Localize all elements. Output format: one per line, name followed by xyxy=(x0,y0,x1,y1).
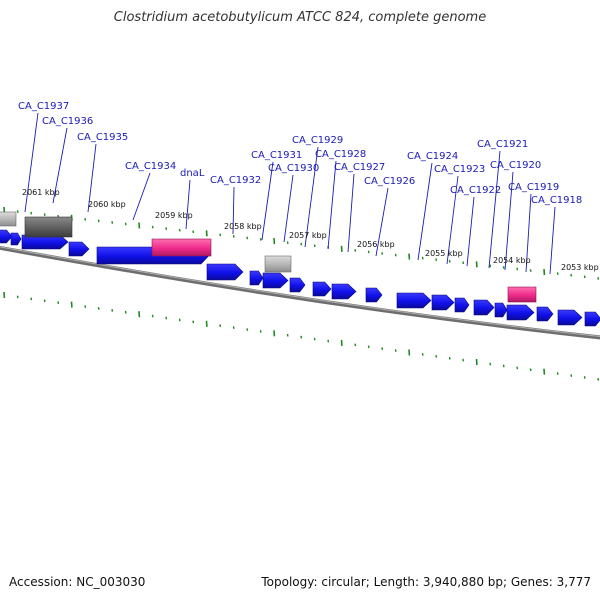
lower-scale-ruler xyxy=(3,291,600,381)
kbp-label-2056: 2056 kbp xyxy=(357,240,395,249)
gene-label-ca-c1928[interactable]: CA_C1928 xyxy=(315,149,366,160)
label-leader-lines xyxy=(24,112,556,275)
gene-arrow[interactable] xyxy=(289,277,306,293)
gene-label-ca-c1937[interactable]: CA_C1937 xyxy=(18,101,69,112)
gene-label-ca-c1924[interactable]: CA_C1924 xyxy=(407,151,458,162)
pseudogene-feature[interactable] xyxy=(264,255,292,273)
label-leader-line xyxy=(417,162,433,261)
gene-label-ca-c1932[interactable]: CA_C1932 xyxy=(210,175,261,186)
gene-label-ca-c1929[interactable]: CA_C1929 xyxy=(292,135,343,146)
gene-label-ca-c1935[interactable]: CA_C1935 xyxy=(77,132,128,143)
kbp-label-2054: 2054 kbp xyxy=(493,256,531,265)
label-leader-line xyxy=(87,143,97,213)
label-leader-line xyxy=(446,175,459,265)
gene-arrow[interactable] xyxy=(262,272,289,289)
genome-backbone-highlight xyxy=(0,246,600,337)
rna-feature[interactable] xyxy=(507,286,537,303)
gene-arrow[interactable] xyxy=(473,299,495,316)
gene-label-dnal[interactable]: dnaL xyxy=(180,168,205,179)
gene-arrow[interactable] xyxy=(396,292,432,309)
gene-arrow[interactable] xyxy=(431,294,455,311)
upper-scale-ruler xyxy=(3,206,600,280)
label-leader-line xyxy=(232,186,235,235)
gene-label-ca-c1930[interactable]: CA_C1930 xyxy=(268,163,319,174)
label-leader-line xyxy=(52,127,68,204)
label-leader-line xyxy=(132,172,151,221)
gene-arrow[interactable] xyxy=(584,311,600,327)
kbp-label-2057: 2057 kbp xyxy=(289,231,327,240)
gene-arrow[interactable] xyxy=(536,306,554,322)
accession-text: Accession: NC_003030 xyxy=(9,575,146,589)
label-leader-line xyxy=(261,161,274,241)
gene-label-ca-c1918[interactable]: CA_C1918 xyxy=(531,195,582,206)
kbp-label-2059: 2059 kbp xyxy=(155,211,193,220)
map-title: Clostridium acetobutylicum ATCC 824, com… xyxy=(113,10,487,25)
gene-arrow[interactable] xyxy=(494,302,508,318)
kbp-label-2055: 2055 kbp xyxy=(425,249,463,258)
gene-arrow[interactable] xyxy=(0,229,13,244)
gene-label-ca-c1936[interactable]: CA_C1936 xyxy=(42,116,93,127)
gene-arrow[interactable] xyxy=(331,283,357,300)
gene-label-ca-c1920[interactable]: CA_C1920 xyxy=(490,160,541,171)
label-leader-line xyxy=(304,146,319,248)
gene-label-ca-c1922[interactable]: CA_C1922 xyxy=(450,185,501,196)
label-leader-line xyxy=(525,193,532,273)
label-leader-line xyxy=(327,160,337,250)
gene-label-ca-c1921[interactable]: CA_C1921 xyxy=(477,139,528,150)
label-leader-line xyxy=(24,112,39,213)
gene-label-ca-c1919[interactable]: CA_C1919 xyxy=(508,182,559,193)
pseudogene-feature[interactable] xyxy=(0,211,17,227)
gene-arrow[interactable] xyxy=(312,281,332,297)
gene-label-ca-c1923[interactable]: CA_C1923 xyxy=(434,164,485,175)
gene-arrow[interactable] xyxy=(206,263,244,281)
gene-arrow[interactable] xyxy=(506,304,535,321)
gene-arrow[interactable] xyxy=(365,287,383,303)
gene-label-ca-c1934[interactable]: CA_C1934 xyxy=(125,161,176,172)
gene-label-ca-c1926[interactable]: CA_C1926 xyxy=(364,176,415,187)
rna-feature-dnal[interactable] xyxy=(151,238,212,257)
label-leader-line xyxy=(283,174,294,243)
gene-arrow[interactable] xyxy=(10,232,22,246)
gene-arrow[interactable] xyxy=(68,241,90,257)
label-leader-line xyxy=(504,171,514,271)
label-leader-line xyxy=(466,196,475,267)
label-leader-line xyxy=(347,173,355,253)
label-leader-line xyxy=(185,179,191,230)
gene-label-ca-c1931[interactable]: CA_C1931 xyxy=(251,150,302,161)
pseudogene-feature[interactable] xyxy=(24,216,73,238)
kbp-label-2060: 2060 kbp xyxy=(88,200,126,209)
gene-arrow[interactable] xyxy=(557,309,583,326)
label-leader-line xyxy=(488,150,501,269)
genome-summary-text: Topology: circular; Length: 3,940,880 bp… xyxy=(261,575,591,589)
gene-label-ca-c1927[interactable]: CA_C1927 xyxy=(334,162,385,173)
gene-arrow[interactable] xyxy=(249,270,264,286)
genome-backbone xyxy=(0,245,600,340)
kbp-label-2058: 2058 kbp xyxy=(224,222,262,231)
feature-track xyxy=(0,211,600,327)
kbp-label-2061: 2061 kbp xyxy=(22,188,60,197)
kbp-label-2053: 2053 kbp xyxy=(561,263,599,272)
label-leader-line xyxy=(549,206,556,275)
gene-arrow[interactable] xyxy=(454,297,470,313)
label-leader-line xyxy=(375,187,389,257)
